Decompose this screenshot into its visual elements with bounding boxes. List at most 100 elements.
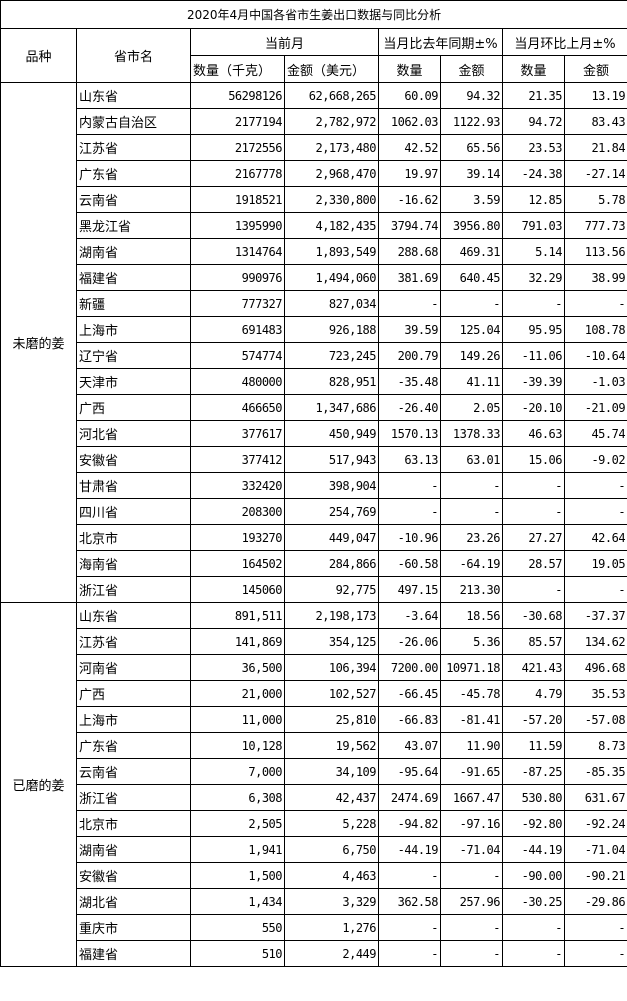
- province-cell: 安徽省: [76, 862, 191, 889]
- yoy-qty-cell: -: [378, 498, 441, 525]
- mom-amount-cell: 38.99: [563, 264, 627, 291]
- table-row: 湖北省 1,434 3,329 362.58 257.96 -30.25 -29.86: [1, 888, 627, 915]
- table-row: 黑龙江省 1395990 4,182,435 3794.74 3956.80 791.03…: [1, 212, 627, 239]
- yoy-qty-cell: 43.07: [378, 732, 441, 759]
- mom-amount-cell: -9.02: [563, 446, 627, 473]
- table-row: 云南省 7,000 34,109 -95.64 -91.65 -87.25 -85.35: [1, 758, 627, 785]
- amount-usd-cell: 828,951: [284, 368, 379, 395]
- amount-usd-cell: 1,347,686: [284, 394, 379, 421]
- yoy-qty-cell: -: [378, 862, 441, 889]
- mom-amount-cell: -10.64: [563, 342, 627, 369]
- mom-qty-cell: 5.14: [502, 238, 565, 265]
- mom-amount-cell: 45.74: [563, 420, 627, 447]
- table-row: 北京市 193270 449,047 -10.96 23.26 27.27 42.64: [1, 524, 627, 551]
- mom-qty-cell: -: [502, 576, 565, 603]
- mom-qty-cell: -92.80: [502, 810, 565, 837]
- amount-usd-cell: 926,188: [284, 316, 379, 343]
- table-title: 2020年4月中国各省市生姜出口数据与同比分析: [0, 0, 627, 29]
- amount-usd-cell: 2,449: [284, 940, 379, 967]
- mom-amount-cell: -27.14: [563, 160, 627, 187]
- table-row: 安徽省 1,500 4,463- - -90.00 -90.21: [1, 862, 627, 889]
- qty-kg-cell: 56298126: [190, 82, 285, 109]
- mom-amount-cell: 777.73: [563, 212, 627, 239]
- table-row: 广西 466650 1,347,686 -26.40 2.05 -20.10 -21.09: [1, 394, 627, 421]
- mom-qty-cell: 95.95: [502, 316, 565, 343]
- mom-amount-cell: -: [563, 290, 627, 317]
- yoy-amount-cell: 2.05: [440, 394, 503, 421]
- qty-kg-cell: 990976: [190, 264, 285, 291]
- province-cell: 福建省: [76, 264, 191, 291]
- amount-usd-cell: 827,034: [284, 290, 379, 317]
- amount-usd-cell: 19,562: [284, 732, 379, 759]
- province-cell: 四川省: [76, 498, 191, 525]
- mom-qty-cell: 4.79: [502, 680, 565, 707]
- qty-kg-cell: 377412: [190, 446, 285, 473]
- header-yoy: 当月比去年同期±%: [378, 28, 503, 56]
- header-mom-amount: 金额: [563, 55, 627, 83]
- yoy-qty-cell: -: [378, 290, 441, 317]
- table-row: 新疆 777327 827,034- - - -: [1, 290, 627, 317]
- table-row: 浙江省 145060 92,775 497.15 213.30- -: [1, 576, 627, 603]
- yoy-amount-cell: -45.78: [440, 680, 503, 707]
- table-row: 已磨的姜 山东省 891,511 2,198,173 -3.64 18.56 -30.68-…: [0, 602, 627, 967]
- yoy-amount-cell: 5.36: [440, 628, 503, 655]
- qty-kg-cell: 691483: [190, 316, 285, 343]
- qty-kg-cell: 11,000: [190, 706, 285, 733]
- qty-kg-cell: 510: [190, 940, 285, 967]
- yoy-qty-cell: -66.45: [378, 680, 441, 707]
- table-row: 辽宁省 574774 723,245 200.79 149.26 -11.06 -10.64: [1, 342, 627, 369]
- yoy-qty-cell: 381.69: [378, 264, 441, 291]
- amount-usd-cell: 254,769: [284, 498, 379, 525]
- amount-usd-cell: 1,494,060: [284, 264, 379, 291]
- mom-amount-cell: 113.56: [563, 238, 627, 265]
- amount-usd-cell: 517,943: [284, 446, 379, 473]
- yoy-amount-cell: 65.56: [440, 134, 503, 161]
- variety-cell: 未磨的姜: [0, 82, 77, 603]
- yoy-qty-cell: -26.06: [378, 628, 441, 655]
- qty-kg-cell: 193270: [190, 524, 285, 551]
- province-cell: 江苏省: [76, 628, 191, 655]
- province-cell: 福建省: [76, 940, 191, 967]
- table-row: 上海市 691483 926,188 39.59 125.04 95.95 108.78: [1, 316, 627, 343]
- mom-amount-cell: -37.37: [563, 602, 627, 629]
- mom-amount-cell: -: [563, 472, 627, 499]
- table-row: 四川省 208300 254,769- - - -: [1, 498, 627, 525]
- mom-qty-cell: -: [502, 498, 565, 525]
- yoy-qty-cell: 42.52: [378, 134, 441, 161]
- amount-usd-cell: 354,125: [284, 628, 379, 655]
- qty-kg-cell: 2172556: [190, 134, 285, 161]
- yoy-amount-cell: 3956.80: [440, 212, 503, 239]
- qty-kg-cell: 466650: [190, 394, 285, 421]
- mom-qty-cell: 94.72: [502, 108, 565, 135]
- yoy-amount-cell: -91.65: [440, 758, 503, 785]
- table-row: 河南省 36,500 106,394 7200.00 10971.18 421.43 496…: [1, 654, 627, 681]
- table-row: 重庆市 550 1,276- - - -: [1, 914, 627, 941]
- amount-usd-cell: 2,330,800: [284, 186, 379, 213]
- table-row: 上海市 11,000 25,810 -66.83 -81.41 -57.20 -57.08: [1, 706, 627, 733]
- header-mom: 当月环比上月±%: [501, 28, 627, 56]
- yoy-amount-cell: -: [440, 498, 503, 525]
- province-cell: 上海市: [76, 706, 191, 733]
- qty-kg-cell: 1,500: [190, 862, 285, 889]
- yoy-qty-cell: 60.09: [378, 82, 441, 109]
- province-cell: 上海市: [76, 316, 191, 343]
- mom-amount-cell: -71.04: [563, 836, 627, 863]
- mom-qty-cell: 46.63: [502, 420, 565, 447]
- qty-kg-cell: 7,000: [190, 758, 285, 785]
- yoy-amount-cell: 23.26: [440, 524, 503, 551]
- mom-amount-cell: -21.09: [563, 394, 627, 421]
- province-cell: 甘肃省: [76, 472, 191, 499]
- yoy-amount-cell: 10971.18: [440, 654, 503, 681]
- province-cell: 广东省: [76, 160, 191, 187]
- header-amount-usd: 金额（美元）: [284, 55, 379, 83]
- yoy-qty-cell: 1570.13: [378, 420, 441, 447]
- yoy-amount-cell: -71.04: [440, 836, 503, 863]
- qty-kg-cell: 1314764: [190, 238, 285, 265]
- qty-kg-cell: 1395990: [190, 212, 285, 239]
- table-row: 福建省 510 2,449- - - -: [1, 940, 627, 967]
- qty-kg-cell: 164502: [190, 550, 285, 577]
- mom-qty-cell: -24.38: [502, 160, 565, 187]
- province-cell: 浙江省: [76, 576, 191, 603]
- mom-qty-cell: -: [502, 940, 565, 967]
- qty-kg-cell: 6,308: [190, 784, 285, 811]
